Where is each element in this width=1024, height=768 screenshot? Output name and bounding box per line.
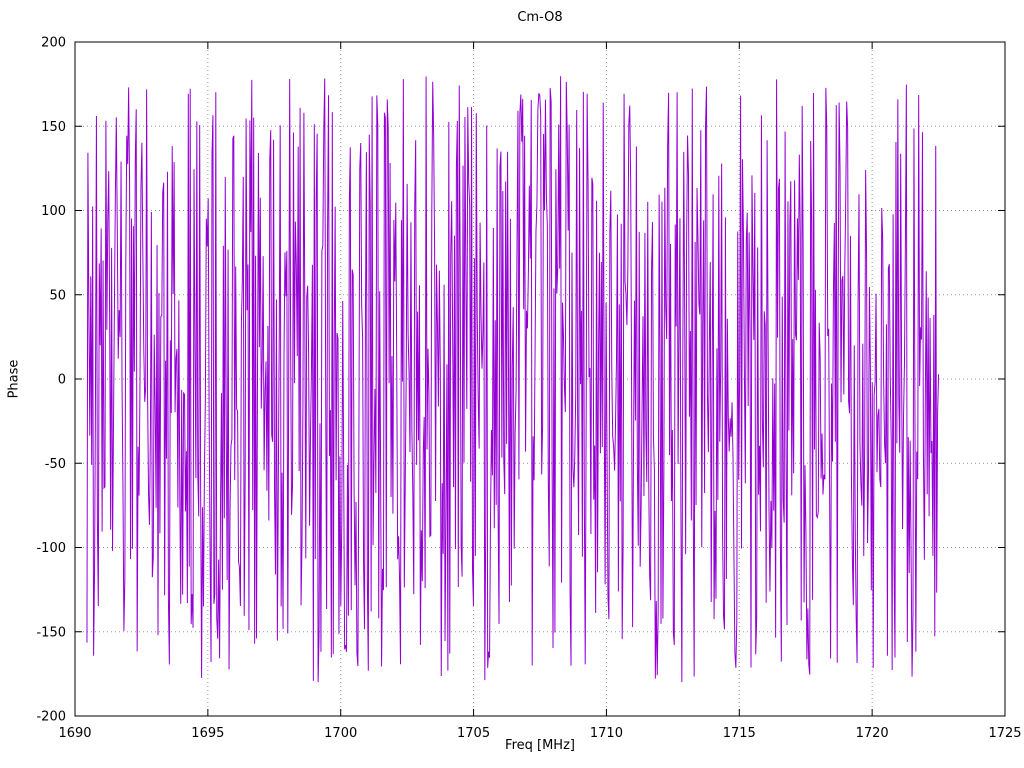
x-tick-label: 1690 [58,726,91,741]
y-tick-label: -200 [36,710,66,725]
x-tick-label: 1725 [988,726,1021,741]
y-tick-label: -150 [36,625,66,640]
x-tick-label: 1700 [324,726,357,741]
chart-title: Cm-O8 [517,10,563,25]
y-tick-label: 50 [49,288,66,303]
x-tick-label: 1710 [590,726,623,741]
y-tick-label: -100 [36,541,66,556]
y-tick-label: 150 [41,120,66,135]
y-tick-label: 200 [41,36,66,51]
y-tick-label: -50 [45,457,66,472]
x-tick-label: 1720 [856,726,889,741]
x-tick-label: 1715 [723,726,756,741]
x-tick-label: 1695 [191,726,224,741]
x-axis-label: Freq [MHz] [505,738,575,753]
y-tick-label: 100 [41,204,66,219]
y-tick-label: 0 [58,373,66,388]
x-tick-label: 1705 [457,726,490,741]
phase-series-line [86,76,940,683]
